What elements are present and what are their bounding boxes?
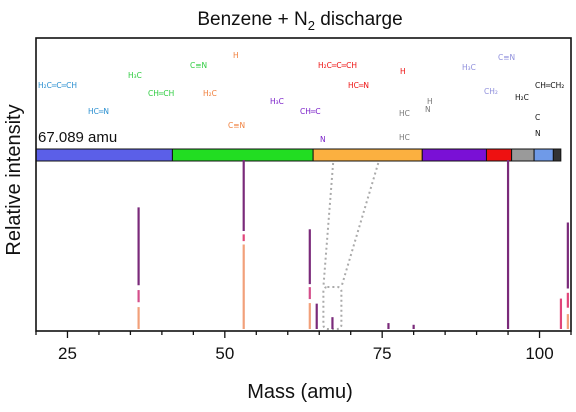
molecule-structure: H₃C C≡N CH₂ (462, 53, 515, 96)
molecule-structures: H₂C═C═CH HC═N H₃C CH═CH C≡N H H₂C C≡N H₃C CH═C N H₂… (38, 51, 564, 144)
composition-segment (485, 148, 513, 162)
molecule-structure: CH═CH₂ H₂C CN (515, 81, 564, 138)
molecule-formula: CH═C (300, 107, 321, 116)
molecule-formula: H₃C (270, 97, 284, 106)
molecule-structure: H₂C═C═CH HC═N (38, 81, 109, 116)
molecule-formula: H₃C (128, 71, 142, 80)
x-tick-label: 100 (525, 344, 553, 363)
composition-bar (35, 148, 562, 162)
composition-segment (552, 148, 562, 162)
molecule-structure: H H₂C C≡N (203, 51, 245, 130)
molecule-formula: CH═CH (148, 89, 174, 98)
zoom-callout (322, 162, 380, 330)
chart-title-suffix: discharge (315, 9, 403, 30)
zoom-line-right (340, 162, 380, 288)
molecule-structure: H₃C CH═CH C≡N (128, 61, 207, 98)
plot-frame (35, 37, 572, 332)
molecule-formula: C≡N (228, 121, 245, 130)
molecule-formula: H₂C═C═CH (38, 81, 77, 90)
x-tick-label: 25 (58, 344, 77, 363)
chart-title-main: Benzene + N (197, 9, 307, 30)
molecule-formula: N (425, 105, 431, 114)
molecule-formula: H (400, 67, 406, 76)
composition-segment (35, 148, 173, 162)
highlight-mass-label: 67.089 amu (38, 129, 117, 146)
molecule-formula: CH₂ (484, 87, 498, 96)
molecule-formula: C≡N (498, 53, 515, 62)
molecule-formula: H (233, 51, 239, 60)
molecule-structure: H HC N HC (399, 97, 433, 142)
molecule-formula: CH═CH₂ (535, 81, 564, 90)
composition-segment (533, 148, 554, 162)
molecule-formula: N (320, 135, 326, 144)
spectrum-peaks (137, 160, 569, 329)
molecule-formula: HC═N (88, 107, 109, 116)
molecule-formula: H₂C═C═CH (318, 61, 357, 70)
zoom-line-left (322, 162, 335, 288)
composition-segment (312, 148, 423, 162)
molecule-formula: N (535, 129, 541, 138)
molecule-formula: HC═N (348, 81, 369, 90)
x-axis-ticks: 25 50 75 100 (35, 331, 572, 363)
composition-segment (171, 148, 314, 162)
x-tick-label: 50 (215, 344, 234, 363)
molecule-formula: H₂C (203, 89, 217, 98)
molecule-formula: H₃C (462, 63, 476, 72)
molecule-formula: C (535, 113, 540, 122)
molecule-formula: HC (399, 133, 410, 142)
composition-segment (421, 148, 487, 162)
chart-title-subscript: 2 (308, 18, 315, 33)
molecule-formula: H (427, 97, 433, 106)
molecule-structure: H₂C═C═CH HC═N H (318, 61, 406, 90)
x-tick-label: 75 (373, 344, 392, 363)
x-axis-label: Mass (amu) (247, 381, 353, 403)
molecule-formula: C≡N (190, 61, 207, 70)
y-axis-label: Relative intensity (3, 104, 25, 255)
molecule-formula: HC (399, 109, 410, 118)
chart-title: Benzene + N2 discharge (197, 9, 402, 33)
molecule-formula: H₂C (515, 93, 529, 102)
molecule-structure: H₃C CH═C N (270, 97, 326, 144)
composition-segment (511, 148, 535, 162)
